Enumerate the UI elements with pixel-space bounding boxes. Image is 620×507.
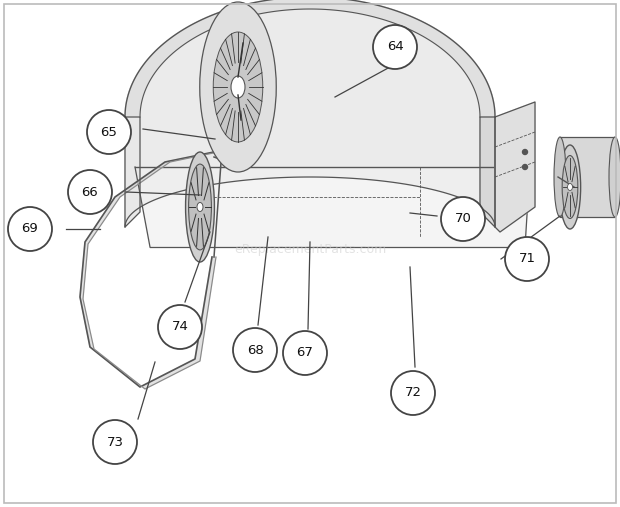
- Ellipse shape: [87, 110, 131, 154]
- Ellipse shape: [93, 420, 137, 464]
- Text: 71: 71: [518, 252, 536, 266]
- Ellipse shape: [373, 25, 417, 69]
- Text: 67: 67: [296, 346, 314, 359]
- Ellipse shape: [185, 152, 215, 262]
- Polygon shape: [125, 0, 495, 227]
- Polygon shape: [135, 167, 530, 247]
- Ellipse shape: [283, 331, 327, 375]
- Bar: [560, 137, 615, 217]
- Ellipse shape: [554, 137, 566, 217]
- Ellipse shape: [200, 2, 277, 172]
- Text: 73: 73: [107, 436, 123, 449]
- Ellipse shape: [8, 207, 52, 251]
- Ellipse shape: [567, 184, 572, 191]
- Ellipse shape: [231, 76, 245, 98]
- Ellipse shape: [68, 170, 112, 214]
- Text: 66: 66: [82, 186, 99, 199]
- Ellipse shape: [609, 137, 620, 217]
- Ellipse shape: [441, 197, 485, 241]
- Polygon shape: [125, 0, 495, 117]
- Text: 64: 64: [387, 41, 404, 54]
- Ellipse shape: [188, 164, 211, 250]
- Ellipse shape: [158, 305, 202, 349]
- Polygon shape: [495, 102, 535, 232]
- Polygon shape: [480, 117, 495, 227]
- Polygon shape: [80, 152, 218, 389]
- Ellipse shape: [505, 237, 549, 281]
- Ellipse shape: [523, 150, 528, 155]
- Text: eReplacementParts.com: eReplacementParts.com: [234, 242, 386, 256]
- Ellipse shape: [523, 164, 528, 169]
- Text: 72: 72: [404, 386, 422, 400]
- Text: 70: 70: [454, 212, 471, 226]
- Ellipse shape: [197, 202, 203, 211]
- Ellipse shape: [213, 32, 263, 142]
- Polygon shape: [125, 117, 140, 227]
- Ellipse shape: [391, 371, 435, 415]
- Ellipse shape: [562, 156, 578, 219]
- Text: 74: 74: [172, 320, 188, 334]
- Text: 68: 68: [247, 344, 264, 356]
- Ellipse shape: [233, 328, 277, 372]
- Text: 65: 65: [100, 126, 117, 138]
- Ellipse shape: [559, 145, 581, 229]
- Text: 69: 69: [22, 223, 38, 235]
